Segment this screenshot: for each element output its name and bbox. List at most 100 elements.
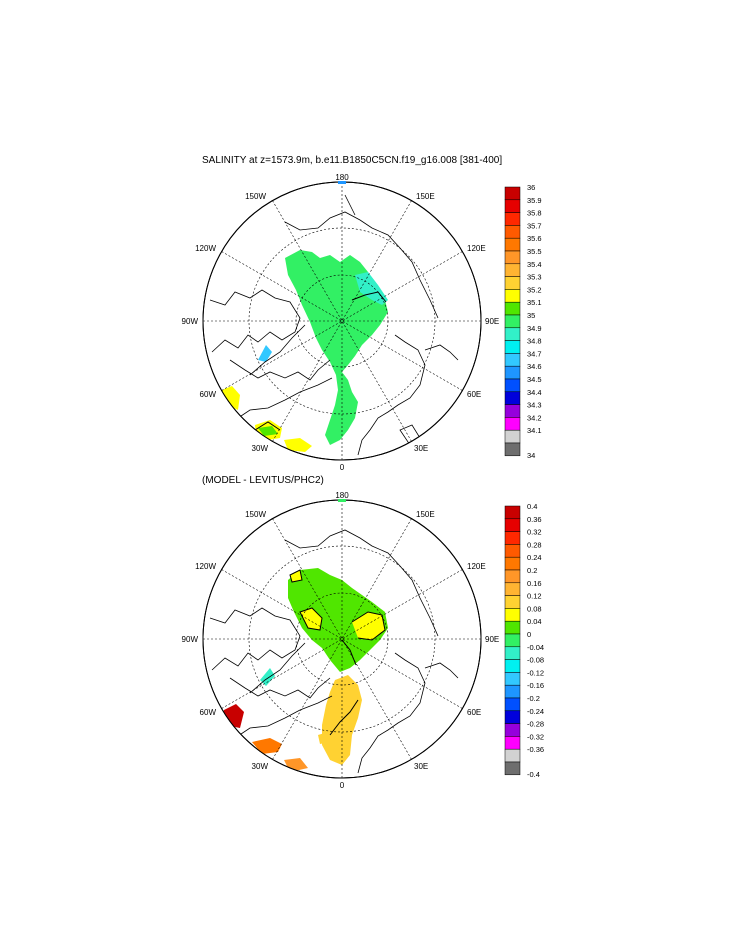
colorbar-label: 0	[527, 630, 531, 639]
colorbar-swatch	[504, 429, 521, 444]
colorbar-swatch	[504, 250, 521, 265]
colorbar-label: 0.28	[527, 540, 542, 549]
colorbar-label: 0.2	[527, 566, 537, 575]
lon-label-60e: 60E	[467, 390, 481, 399]
colorbar-label: 34.5	[527, 375, 542, 384]
lon-label-90e: 90E	[485, 635, 499, 644]
salinity-fill-cyan	[355, 272, 388, 305]
lon-label-180: 180	[335, 173, 349, 182]
colorbar-label: 34.8	[527, 337, 542, 346]
colorbar-label: -0.08	[527, 656, 544, 665]
difference-fill-orange	[252, 738, 282, 754]
colorbar-swatch	[504, 723, 521, 737]
colorbar-swatch	[504, 518, 521, 532]
contour-lines	[289, 569, 386, 736]
lon-label-150e: 150E	[416, 510, 435, 519]
colorbar-swatch	[504, 646, 521, 660]
colorbar-label: 0.16	[527, 579, 542, 588]
colorbar-label: 0.36	[527, 515, 542, 524]
lon-label-120w: 120W	[195, 562, 216, 571]
colorbar-label: 34.7	[527, 349, 542, 358]
coastlines	[209, 194, 459, 456]
colorbar-swatch	[504, 276, 521, 290]
salinity-fill-blue	[338, 181, 346, 184]
colorbar-label: -0.28	[527, 720, 544, 729]
colorbar-label: 0.08	[527, 604, 542, 613]
colorbar-label: 35.4	[527, 260, 542, 269]
colorbar-swatch	[504, 531, 521, 545]
colorbar-swatch	[504, 569, 521, 584]
colorbar-swatch	[504, 417, 521, 431]
colorbar-swatch	[504, 263, 521, 277]
colorbar-label: 36	[527, 183, 535, 192]
difference-fill-green	[338, 499, 346, 502]
colorbar-label: -0.36	[527, 745, 544, 754]
difference-fill-orange	[318, 732, 330, 744]
colorbar-swatch	[504, 595, 521, 609]
colorbar-swatch	[504, 378, 521, 393]
lon-label-180: 180	[335, 491, 349, 500]
colorbar-label: -0.32	[527, 732, 544, 741]
lon-label-150w: 150W	[245, 192, 266, 201]
colorbar-label: 35.3	[527, 273, 542, 282]
lon-label-60w: 60W	[200, 708, 217, 717]
lon-label-90e: 90E	[485, 317, 499, 326]
colorbar-label: -0.24	[527, 707, 544, 716]
map-title: SALINITY at z=1573.9m, b.e11.B1850C5CN.f…	[202, 155, 503, 166]
colorbar-swatch	[504, 327, 521, 341]
colorbar-label: 0.12	[527, 592, 542, 601]
colorbar-label: -0.12	[527, 668, 544, 677]
colorbar-label: 34.3	[527, 401, 542, 410]
colorbar-swatch	[504, 289, 521, 303]
colorbar-swatch	[504, 442, 521, 457]
salinity-fill-blue	[258, 345, 272, 362]
coastlines	[209, 529, 459, 774]
colorbar-swatch	[504, 710, 521, 724]
colorbar-swatch	[504, 672, 521, 686]
lon-label-150w: 150W	[245, 510, 266, 519]
lon-label-60w: 60W	[200, 390, 217, 399]
lon-label-120w: 120W	[195, 244, 216, 253]
colorbar-label: 35.5	[527, 247, 542, 256]
colorbar-label: 35.2	[527, 285, 542, 294]
colorbar-label: -0.04	[527, 643, 544, 652]
colorbar-swatch	[504, 659, 521, 673]
lon-label-120e: 120E	[467, 562, 486, 571]
colorbar-swatch	[504, 761, 521, 776]
colorbar-label: 34.4	[527, 388, 542, 397]
colorbar-label: 34.1	[527, 426, 542, 435]
colorbar-label: 35.9	[527, 196, 542, 205]
lon-label-30e: 30E	[414, 444, 428, 453]
colorbar-swatch	[504, 212, 521, 226]
colorbar-swatch	[504, 620, 521, 635]
lon-label-30w: 30W	[252, 762, 269, 771]
colorbar-swatch	[504, 633, 521, 648]
colorbar-swatch	[504, 365, 521, 380]
colorbar-label: 35.8	[527, 209, 542, 218]
colorbar-swatch	[504, 544, 521, 558]
lon-label-0: 0	[340, 781, 345, 790]
salinity-fill-yellow	[222, 386, 240, 410]
colorbar-label: 0.24	[527, 553, 542, 562]
colorbar-swatch	[504, 186, 521, 201]
colorbar-label: 0.4	[527, 502, 537, 511]
colorbar-swatch	[504, 301, 521, 316]
graticule	[203, 500, 481, 778]
colorbar-swatch	[504, 353, 521, 367]
salinity-fill-green	[285, 250, 388, 445]
map-title: (MODEL - LEVITUS/PHC2)	[202, 475, 324, 486]
lon-label-120e: 120E	[467, 244, 486, 253]
colorbar-label: 35	[527, 311, 535, 320]
colorbar-swatch	[504, 391, 521, 405]
difference-fill-yellow	[290, 570, 302, 582]
polar-map-difference: 180 0 90W 90E 150W 120W 150E 120E 60W 30…	[182, 491, 545, 790]
colorbar: 36 35.9 35.8 35.7 35.6 35.5 35.4 35.3 35.2 35.1 35…	[504, 183, 542, 460]
colorbar-label: 35.1	[527, 298, 542, 307]
colorbar-swatch	[504, 505, 521, 520]
colorbar-swatch	[504, 684, 521, 699]
lon-label-30e: 30E	[414, 762, 428, 771]
colorbar-label: -0.4	[527, 770, 540, 779]
colorbar-swatch	[504, 582, 521, 596]
difference-fill-yellow	[352, 612, 385, 640]
colorbar: 0.4 0.36 0.32 0.28 0.24 0.2 0.16 0.12 0.08 0.04 0 -…	[504, 502, 544, 779]
